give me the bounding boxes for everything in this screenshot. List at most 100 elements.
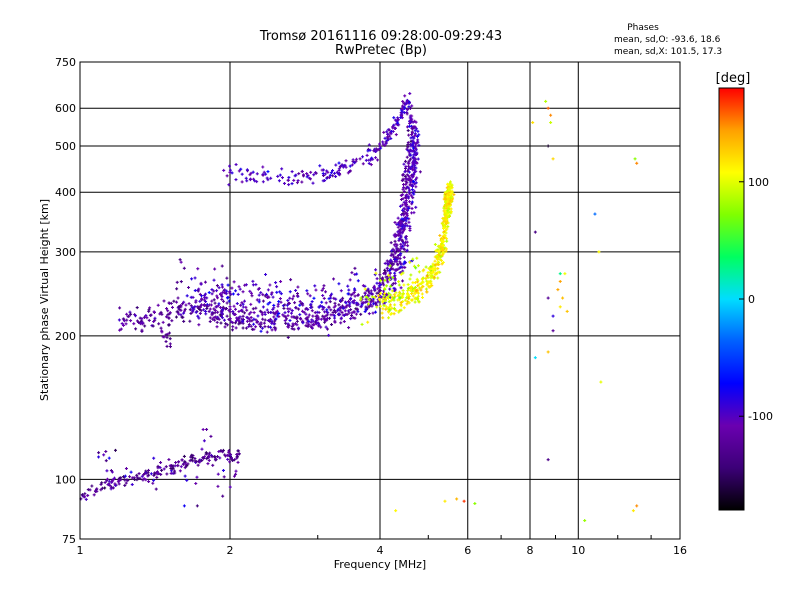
trace-point — [216, 455, 220, 459]
trace-point — [401, 292, 405, 296]
trace-point — [402, 162, 406, 166]
trace-point — [363, 310, 367, 314]
trace-point — [179, 308, 183, 312]
trace-point — [107, 456, 111, 460]
trace-point — [558, 272, 562, 276]
trace-point — [269, 325, 273, 329]
trace-point — [247, 323, 251, 327]
trace-point — [231, 325, 235, 329]
trace-point — [393, 126, 397, 130]
trace-point — [367, 158, 371, 162]
trace-point — [183, 460, 187, 464]
trace-point — [309, 177, 313, 181]
trace-point — [136, 476, 140, 480]
trace-point — [193, 457, 197, 461]
trace-point — [223, 288, 227, 292]
trace-point — [398, 222, 402, 226]
trace-point — [215, 284, 219, 288]
trace-point — [374, 147, 378, 151]
trace-point — [198, 311, 202, 315]
trace-point — [407, 186, 411, 190]
trace-point — [252, 311, 256, 315]
trace-point — [226, 457, 230, 461]
trace-point — [447, 197, 451, 201]
trace-point — [254, 318, 258, 322]
trace-point — [425, 290, 429, 294]
trace-point — [354, 159, 358, 163]
trace-point — [546, 296, 550, 300]
trace-point — [420, 292, 424, 296]
trace-point — [439, 255, 443, 259]
trace-point — [261, 305, 265, 309]
trace-point — [151, 324, 155, 328]
trace-point — [164, 340, 168, 344]
trace-point — [442, 204, 446, 208]
trace-point — [377, 281, 381, 285]
trace-point — [417, 299, 421, 303]
trace-point — [165, 307, 169, 311]
trace-point — [179, 260, 183, 264]
trace-point — [593, 212, 597, 216]
trace-point — [321, 314, 325, 318]
trace-point — [187, 285, 191, 289]
trace-point — [121, 317, 125, 321]
trace-point — [391, 267, 395, 271]
trace-point — [140, 474, 144, 478]
trace-point — [294, 288, 298, 292]
trace-point — [342, 313, 346, 317]
trace-point — [402, 247, 406, 251]
trace-point — [333, 320, 337, 324]
phases-x-stats: mean, sd,X: 101.5, 17.3 — [614, 47, 722, 57]
trace-point — [351, 301, 355, 305]
plot-frame — [79, 61, 681, 540]
trace-point — [332, 296, 336, 300]
trace-point — [405, 107, 409, 111]
trace-point — [203, 295, 207, 299]
trace-point — [170, 319, 174, 323]
trace-point — [343, 305, 347, 309]
trace-point — [272, 306, 276, 310]
trace-point — [388, 304, 392, 308]
trace-point — [250, 294, 254, 298]
trace-point — [291, 323, 295, 327]
trace-point — [218, 313, 222, 317]
trace-point — [387, 273, 391, 277]
trace-point — [400, 217, 404, 221]
trace-point — [546, 458, 550, 462]
trace-point — [414, 169, 418, 173]
trace-point — [228, 291, 232, 295]
trace-point — [394, 509, 398, 513]
trace-point — [207, 458, 211, 462]
trace-point — [202, 308, 206, 312]
trace-point — [406, 129, 410, 133]
trace-point — [175, 280, 179, 284]
trace-point — [438, 234, 442, 238]
trace-point — [210, 455, 214, 459]
trace-point — [205, 296, 209, 300]
trace-point — [412, 192, 416, 196]
trace-point — [387, 300, 391, 304]
trace-point — [462, 499, 466, 503]
trace-point — [393, 303, 397, 307]
trace-point — [202, 456, 206, 460]
trace-point — [298, 313, 302, 317]
trace-point — [261, 299, 265, 303]
trace-point — [411, 196, 415, 200]
trace-point — [197, 323, 201, 327]
trace-point — [130, 483, 134, 487]
trace-point — [164, 333, 168, 337]
x-tick-label: 1 — [77, 544, 84, 557]
trace-point — [228, 317, 232, 321]
trace-point — [410, 173, 414, 177]
trace-point — [412, 156, 416, 160]
trace-point — [239, 308, 243, 312]
trace-point — [245, 168, 249, 172]
trace-point — [310, 326, 314, 330]
trace-point — [322, 168, 326, 172]
trace-point — [234, 178, 238, 182]
trace-point — [401, 239, 405, 243]
trace-point — [218, 456, 222, 460]
trace-point — [410, 164, 414, 168]
trace-point — [359, 296, 363, 300]
trace-point — [211, 311, 215, 315]
